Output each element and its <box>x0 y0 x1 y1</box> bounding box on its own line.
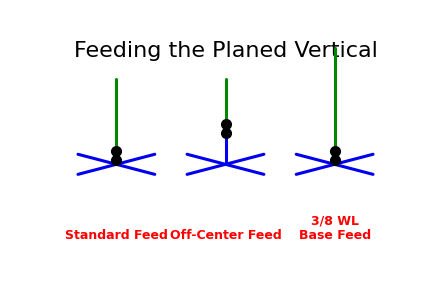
Text: Standard Feed: Standard Feed <box>65 229 168 242</box>
Text: Feeding the Planed Vertical: Feeding the Planed Vertical <box>73 41 378 61</box>
Text: 3/8 WL
Base Feed: 3/8 WL Base Feed <box>299 215 370 242</box>
Text: Off-Center Feed: Off-Center Feed <box>170 229 281 242</box>
